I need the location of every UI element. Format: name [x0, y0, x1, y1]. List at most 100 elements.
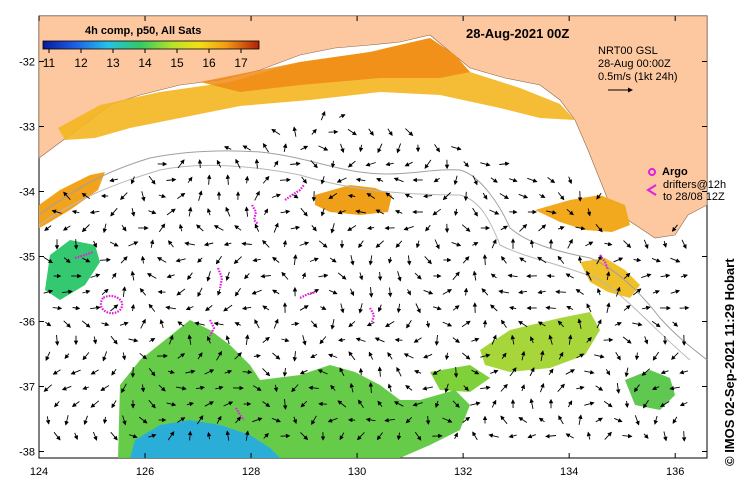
current-vector	[482, 319, 488, 328]
current-vector	[241, 241, 252, 247]
current-vector	[217, 288, 222, 296]
current-vector	[414, 431, 422, 441]
current-vector	[423, 353, 433, 359]
current-vector	[660, 369, 669, 375]
current-vector	[82, 385, 90, 390]
current-vector	[187, 272, 193, 281]
current-vector	[177, 353, 186, 359]
current-vector	[462, 416, 471, 423]
current-vector	[149, 239, 155, 248]
current-vector	[377, 400, 383, 407]
current-vector	[347, 128, 357, 136]
current-vector	[347, 160, 356, 168]
current-vector	[501, 352, 507, 359]
current-vector	[70, 369, 81, 375]
current-vector	[195, 385, 205, 391]
current-vector	[681, 239, 687, 250]
current-vector	[403, 353, 414, 359]
current-vector	[500, 415, 508, 425]
current-vector	[130, 176, 136, 185]
current-vector	[139, 352, 147, 360]
current-vector	[140, 384, 146, 393]
current-vector	[670, 289, 681, 294]
current-vector	[254, 190, 260, 201]
current-vector	[510, 334, 516, 345]
current-vector	[566, 208, 574, 216]
current-vector	[596, 319, 602, 329]
current-vector	[187, 430, 193, 441]
current-vector	[452, 305, 460, 311]
current-vector	[680, 273, 688, 279]
current-vector	[500, 225, 508, 231]
current-vector	[452, 271, 460, 281]
current-vector	[122, 415, 127, 426]
current-vector	[206, 271, 211, 282]
current-vector	[472, 270, 478, 281]
current-vector	[415, 240, 421, 249]
current-vector	[518, 193, 529, 199]
current-vector	[64, 353, 70, 359]
current-vector	[463, 191, 469, 202]
current-vector	[527, 434, 536, 439]
current-vector	[197, 159, 203, 169]
current-vector	[671, 352, 679, 360]
current-vector	[453, 208, 459, 216]
current-vector	[368, 287, 374, 298]
current-vector	[318, 273, 329, 279]
current-vector	[577, 256, 583, 264]
current-vector	[110, 335, 118, 345]
current-vector	[423, 289, 434, 295]
current-vector	[63, 320, 71, 328]
colorbar-tick-label: 15	[170, 56, 184, 70]
current-vector	[519, 257, 527, 263]
current-vector	[425, 415, 431, 425]
current-vector	[309, 257, 319, 262]
current-vector	[138, 416, 148, 424]
current-vector	[223, 304, 233, 312]
current-vector	[338, 114, 346, 119]
current-vector	[185, 369, 196, 374]
current-vector	[576, 385, 585, 391]
sst-cold-south	[130, 420, 280, 458]
current-vector	[271, 417, 281, 423]
current-vector	[260, 273, 271, 279]
current-vector	[394, 209, 403, 215]
argo-drifter-track	[235, 407, 245, 421]
current-vector	[166, 402, 177, 407]
current-vector	[463, 385, 469, 392]
current-vector	[586, 336, 592, 343]
current-vector	[90, 273, 101, 278]
current-vector	[555, 289, 566, 295]
current-vector	[271, 128, 281, 135]
current-vector	[545, 305, 556, 311]
current-vector	[442, 192, 451, 201]
argo-drifter-track	[100, 294, 124, 315]
current-vector	[575, 288, 584, 295]
current-vector	[672, 321, 679, 327]
current-vector	[490, 273, 497, 279]
current-vector	[434, 334, 440, 346]
current-vector	[320, 110, 326, 121]
current-vector	[223, 401, 234, 407]
current-vector	[425, 224, 431, 232]
current-vector	[262, 336, 270, 343]
current-vector	[290, 161, 301, 167]
current-vector	[330, 223, 335, 234]
current-vector	[205, 305, 213, 312]
sst-warm-coastal-inner	[200, 38, 470, 92]
current-vector	[355, 177, 366, 183]
x-tick-label: 124	[30, 466, 48, 478]
current-vector	[472, 431, 478, 441]
sst-cool-patch-1	[480, 312, 600, 372]
current-vector	[672, 416, 678, 424]
current-vector	[660, 401, 670, 407]
current-vector	[670, 257, 681, 263]
current-vector	[252, 385, 262, 391]
current-vector	[472, 207, 478, 217]
current-vector	[393, 401, 404, 407]
current-vector	[234, 225, 242, 231]
current-vector	[299, 241, 310, 246]
current-vector	[405, 385, 413, 391]
current-vector	[461, 224, 471, 232]
current-vector	[376, 178, 384, 183]
